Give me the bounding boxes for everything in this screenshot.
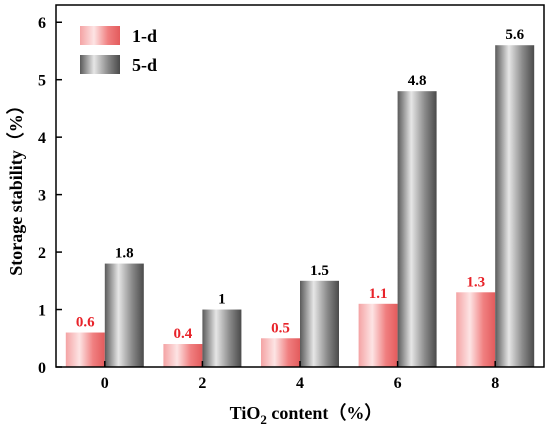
data-label-1-d-2: 0.4 — [174, 326, 193, 342]
y-axis-title: Storage stability（%） — [6, 96, 26, 276]
bar-1-d-0 — [65, 332, 105, 367]
data-label-5-d-4: 1.5 — [310, 263, 329, 279]
y-tick-label: 1 — [38, 303, 46, 320]
y-tick-label: 4 — [38, 130, 46, 147]
bar-1-d-6 — [358, 303, 398, 367]
bar-1-d-8 — [456, 292, 496, 367]
legend-label-1-d: 1-d — [132, 26, 157, 46]
y-tick-label: 0 — [38, 360, 46, 377]
legend-swatch-5-d — [80, 55, 120, 74]
y-tick-label: 3 — [38, 188, 46, 205]
x-tick-label: 8 — [491, 375, 499, 392]
data-label-5-d-6: 4.8 — [408, 73, 427, 89]
bars-group — [65, 45, 535, 367]
bar-1-d-4 — [261, 338, 300, 367]
bar-5-d-4 — [300, 280, 339, 367]
data-label-5-d-8: 5.6 — [505, 27, 524, 43]
x-axis: 0 2 4 6 8 — [101, 361, 499, 392]
bar-5-d-6 — [397, 91, 437, 367]
data-label-5-d-0: 1.8 — [115, 246, 134, 262]
legend: 1-d5-d — [80, 26, 157, 75]
data-label-1-d-8: 1.3 — [466, 274, 485, 290]
data-label-1-d-4: 0.5 — [271, 320, 290, 336]
y-tick-label: 6 — [38, 15, 46, 32]
legend-label-5-d: 5-d — [132, 55, 157, 75]
y-tick-label: 5 — [38, 73, 46, 90]
x-tick-label: 0 — [101, 375, 109, 392]
bar-5-d-0 — [104, 263, 144, 367]
data-labels-group: 0.6 1.8 0.4 1 0.5 1.5 1.1 4.8 1.3 5.6 — [76, 27, 525, 342]
x-tick-label: 6 — [394, 375, 402, 392]
data-label-5-d-2: 1 — [218, 292, 226, 308]
legend-swatch-1-d — [80, 26, 120, 45]
data-label-1-d-6: 1.1 — [369, 286, 388, 302]
x-axis-title: TiO2 content（%） — [230, 403, 383, 427]
data-label-1-d-0: 0.6 — [76, 315, 95, 331]
x-tick-label: 2 — [198, 375, 206, 392]
y-axis: 0 1 2 3 4 5 6 — [38, 15, 62, 377]
y-tick-label: 2 — [38, 245, 46, 262]
x-tick-label: 4 — [296, 375, 304, 392]
bar-1-d-2 — [163, 344, 203, 367]
bar-5-d-8 — [495, 45, 535, 367]
bar-5-d-2 — [202, 309, 242, 367]
